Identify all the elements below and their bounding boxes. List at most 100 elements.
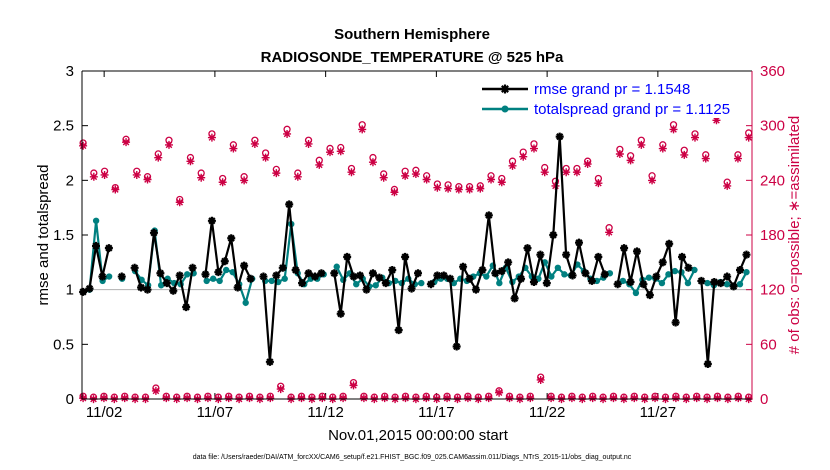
obs-assimilated-marker-asterisk [615,150,624,158]
obs-low-assimilated-marker-asterisk-strokes [609,394,618,403]
rmse-point-strokes [98,272,107,281]
obs-assimilated-marker-asterisk-strokes [669,125,678,134]
rmse-point [587,276,596,285]
rmse-point [703,360,712,369]
obs-assimilated-marker-asterisk-strokes [229,144,238,153]
rmse-point-strokes [227,234,236,243]
rmse-point-strokes [259,272,268,281]
obs-assimilated-marker-asterisk-strokes [444,184,453,193]
rmse-point [433,271,442,280]
spread-point [209,275,217,282]
rmse-point-strokes [156,269,165,278]
obs-assimilated-marker-asterisk [454,185,463,194]
rmse-point [278,263,287,272]
plot-area [82,71,752,399]
rmse-point [356,271,365,280]
rmse-point-strokes [143,285,152,294]
obs-assimilated-marker-asterisk [390,188,399,197]
rmse-point-strokes [169,286,178,295]
obs-low-assimilated-marker-asterisk [651,394,660,403]
obs-low-assimilated-marker-asterisk [151,386,160,395]
obs-assimilated-marker-asterisk [594,179,603,188]
rmse-point [407,284,416,293]
obs-assimilated-marker-asterisk [540,168,549,177]
obs-low-assimilated-marker-asterisk [79,394,88,403]
obs-assimilated-marker-asterisk-strokes [186,157,195,166]
obs-assimilated-marker-asterisk-strokes [326,148,335,157]
rmse-point [227,234,236,243]
obs-assimilated-marker-asterisk-strokes [540,168,549,177]
obs-assimilated-marker-asterisk [336,147,345,156]
rmse-point [362,285,371,294]
obs-low-assimilated-marker-asterisk-strokes [547,394,556,403]
rmse-point-strokes [388,265,397,274]
plot-background [82,71,752,399]
rmse-point-strokes [265,357,274,366]
rmse-point-strokes [471,285,480,294]
y-tick-label: 3 [66,63,74,80]
obs-low-assimilated-marker-asterisk [713,394,722,403]
rmse-point-strokes [742,250,751,259]
obs-assimilated-marker-asterisk [368,158,377,167]
obs-assimilated-marker-asterisk-strokes [347,168,356,177]
rmse-point-strokes [394,326,403,335]
rmse-point-strokes [85,284,94,293]
rmse-point-strokes [703,360,712,369]
obs-assimilated-marker-asterisk [111,185,120,194]
spread-point [483,273,490,280]
rmse-point [98,272,107,281]
rmse-point-strokes [723,272,732,281]
rmse-point [575,238,584,247]
rmse-point [240,261,249,270]
obs-low-assimilated-marker-asterisk [505,394,514,403]
rmse-point-strokes [104,244,113,253]
rmse-point [742,250,751,259]
obs-low-assimilated-marker-asterisk [297,394,306,403]
spread-point [418,279,425,287]
obs-assimilated-marker-asterisk-strokes [143,175,152,184]
obs-assimilated-marker-asterisk [519,152,528,161]
rmse-point [104,244,113,253]
rmse-point-strokes [343,252,352,261]
obs-assimilated-marker-asterisk-strokes [433,183,442,192]
rmse-point [394,326,403,335]
rmse-point-strokes [317,269,326,278]
spread-point [632,289,640,297]
obs-low-assimilated-marker-asterisk-strokes [630,394,639,403]
rmse-point-strokes [639,280,648,289]
obs-assimilated-marker-asterisk [154,153,163,162]
rmse-point [671,318,680,327]
obs-assimilated-marker-asterisk-strokes [422,175,431,184]
spread-point [268,277,275,285]
obs-assimilated-marker-asterisk-strokes [240,176,249,185]
rmse-point [452,342,461,351]
rmse-point [368,269,377,278]
x-tick-label: 11/12 [307,404,343,421]
obs-low-assimilated-marker-asterisk-strokes [297,394,306,403]
obs-assimilated-marker-asterisk [186,157,195,166]
obs-assimilated-marker-asterisk [261,153,270,162]
rmse-point-strokes [710,278,719,287]
y2-tick-label: 300 [760,118,785,135]
obs-assimilated-marker-asterisk [529,144,538,153]
rmse-point [349,272,358,281]
obs-assimilated-marker-asterisk [358,125,367,134]
rmse-line [616,243,690,323]
obs-assimilated-marker-asterisk [487,175,496,184]
rmse-line [430,136,606,347]
rmse-point [523,244,532,253]
rmse-point [600,270,609,279]
obs-low-assimilated-marker-asterisk [536,375,545,384]
obs-assimilated-marker-asterisk-strokes [605,228,614,237]
data-layer [79,111,753,404]
rmse-point [381,279,390,288]
legend-spread-label: totalspread grand pr = 1.1125 [534,101,730,118]
obs-assimilated-marker-asterisk [272,169,281,178]
obs-low-assimilated-marker-asterisk [495,388,504,397]
obs-assimilated-marker-asterisk-strokes [132,170,141,179]
obs-low-assimilated-marker-asterisk-strokes [79,394,88,403]
legend-rmse-marker [500,84,510,94]
rmse-point-strokes [465,274,474,283]
x-axis-label: Nov.01,2015 00:00:00 start [328,427,509,444]
obs-assimilated-marker-asterisk-strokes [250,139,259,148]
